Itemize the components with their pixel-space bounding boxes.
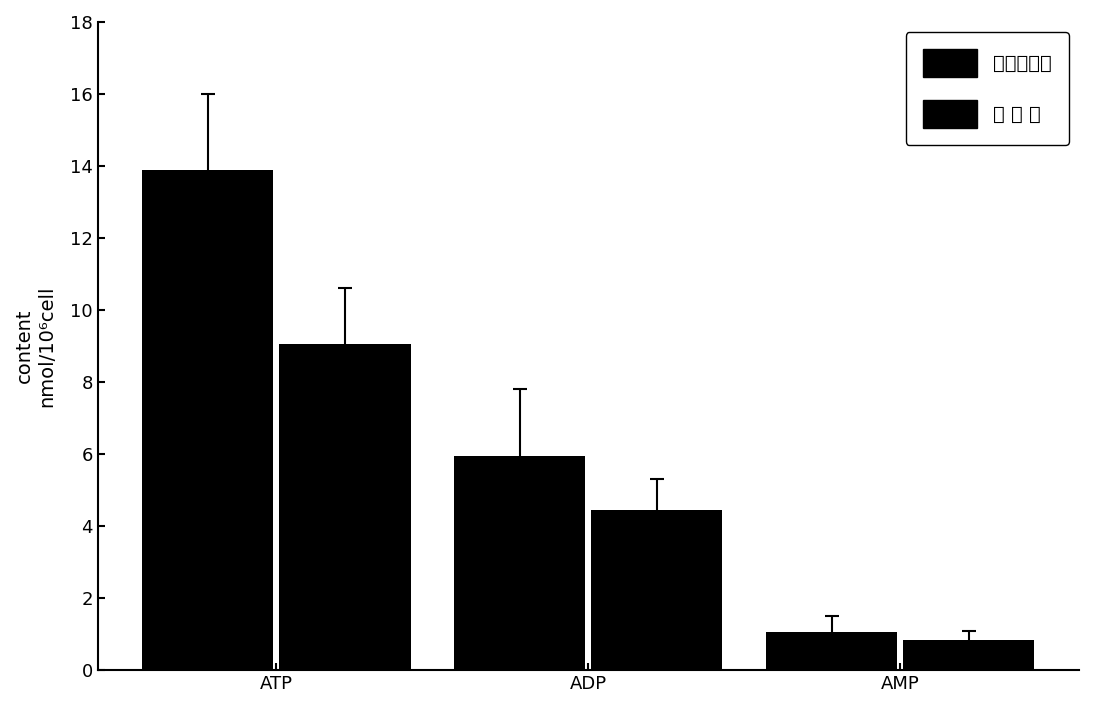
Bar bbox=[904, 639, 1035, 670]
Bar bbox=[454, 456, 585, 670]
Bar bbox=[142, 170, 274, 670]
Legend: 本专利抜提, 酸 抜 提: 本专利抜提, 酸 抜 提 bbox=[906, 32, 1069, 145]
Y-axis label: content
nmol/10⁶cell: content nmol/10⁶cell bbox=[15, 285, 56, 407]
Bar bbox=[279, 344, 410, 670]
Bar bbox=[592, 510, 722, 670]
Bar bbox=[766, 632, 897, 670]
